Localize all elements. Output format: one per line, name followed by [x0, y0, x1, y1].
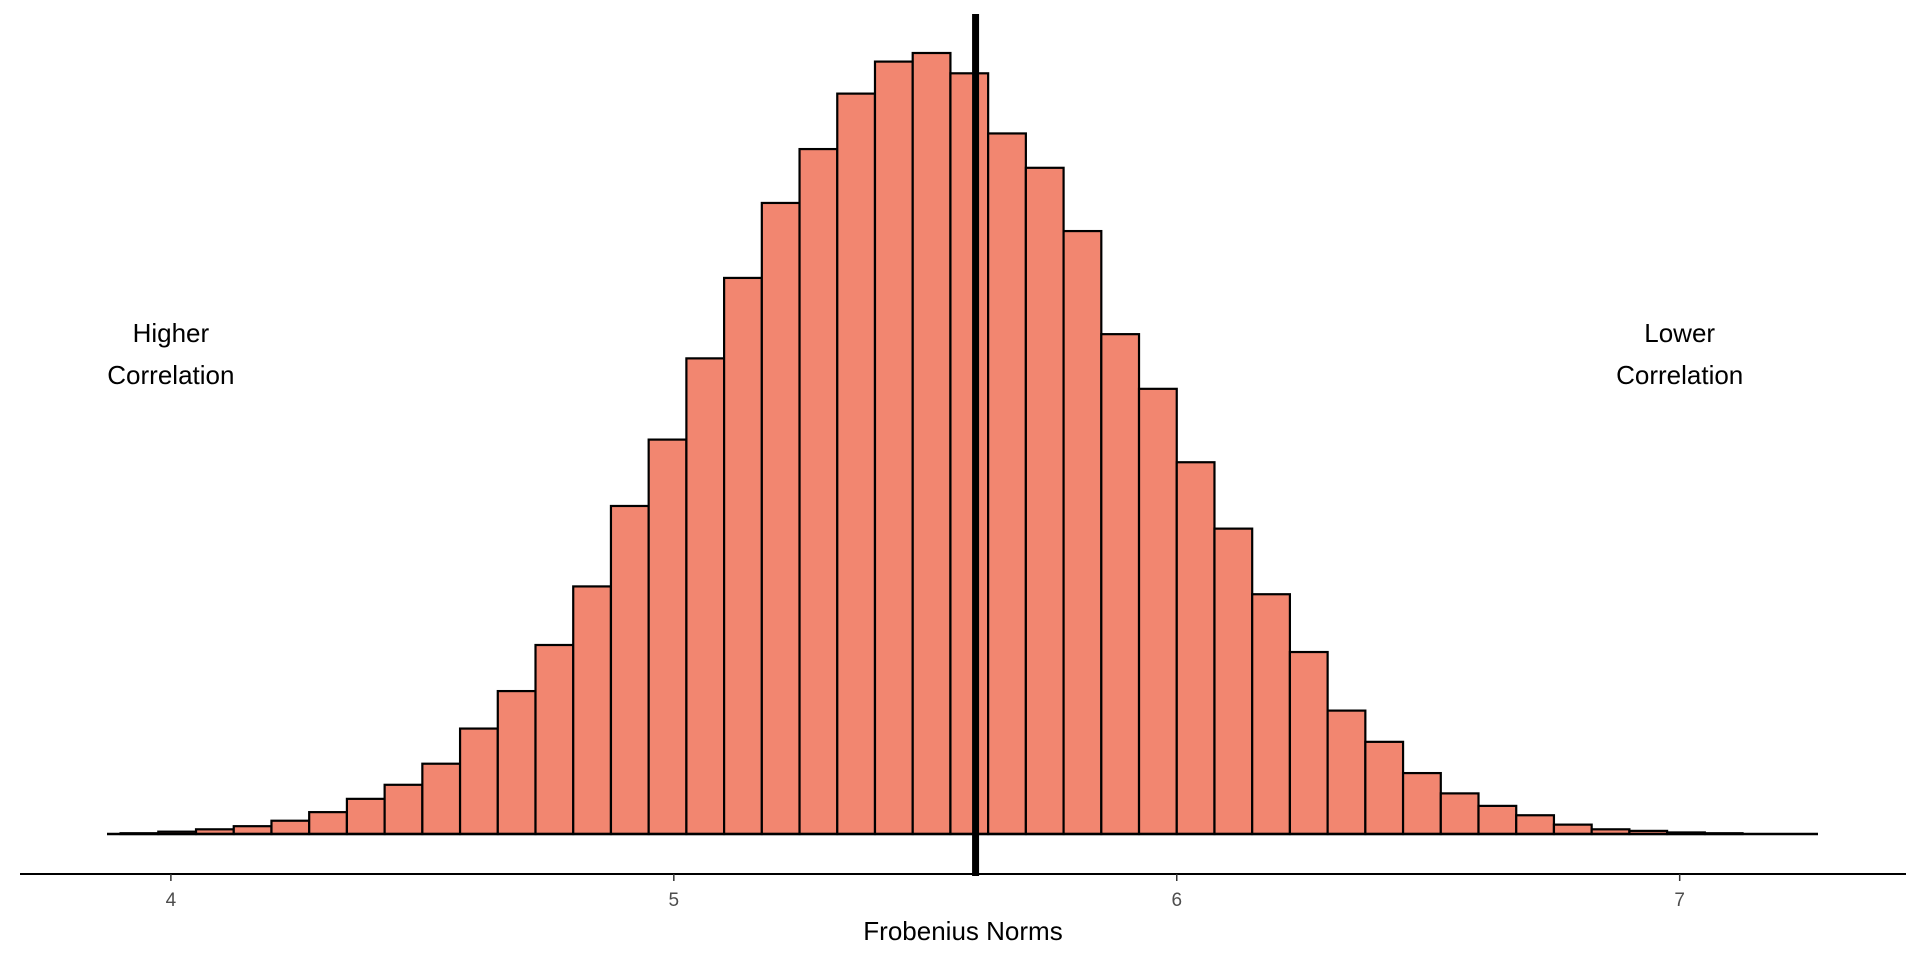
histogram-bar — [458, 727, 499, 836]
histogram-bar — [798, 147, 839, 836]
histogram-bar — [1024, 166, 1065, 836]
histogram-bar — [911, 51, 952, 836]
histogram-bar — [836, 92, 877, 836]
x-tick-label: 6 — [1171, 890, 1182, 911]
annotation-line: Correlation — [1616, 360, 1743, 390]
histogram-bar — [1477, 804, 1518, 836]
histogram-bar — [1515, 814, 1556, 836]
annotations-layer: Higher Correlation Lower Correlation — [107, 318, 1743, 390]
histogram-bar — [1364, 740, 1405, 836]
histogram-bar — [1401, 771, 1442, 836]
histogram-bar — [383, 783, 424, 836]
x-axis-title: Frobenius Norms — [863, 916, 1062, 946]
annotation-line: Lower — [1644, 318, 1715, 348]
histogram-bar — [1326, 709, 1367, 836]
histogram-bar — [1251, 593, 1292, 836]
histogram-bar — [873, 60, 914, 836]
histogram-bar — [949, 72, 990, 836]
annotation-text: Higher Correlation — [107, 318, 234, 390]
x-tick-label: 7 — [1674, 890, 1685, 911]
histogram-bar — [1288, 650, 1329, 836]
histogram-bar — [1213, 527, 1254, 836]
histogram-bar — [1100, 333, 1141, 836]
histogram-bar — [421, 762, 462, 836]
histogram-bar — [1439, 792, 1480, 836]
histogram-bar — [760, 201, 801, 836]
histogram-bar — [1552, 823, 1593, 836]
annotation-line: Higher — [133, 318, 210, 348]
bars-layer — [119, 51, 1744, 836]
x-tick-label: 4 — [166, 890, 177, 911]
histogram-bar — [1062, 229, 1103, 836]
histogram-bar — [647, 438, 688, 836]
histogram-bar — [723, 276, 763, 836]
annotation-text: Lower Correlation — [1616, 318, 1743, 390]
histogram-bar — [345, 797, 386, 836]
x-tick-label: 5 — [669, 890, 680, 911]
histogram-bar — [534, 643, 575, 836]
histogram-bar — [987, 132, 1027, 836]
x-axis-ticks: 4 5 6 7 — [166, 874, 1685, 911]
annotation-line: Correlation — [107, 360, 234, 390]
histogram-bar — [685, 357, 726, 836]
histogram-bar — [308, 811, 349, 836]
histogram-bar — [270, 819, 311, 836]
histogram-bar — [496, 689, 537, 836]
histogram-bar — [609, 504, 650, 836]
histogram-bar — [1137, 387, 1178, 836]
histogram-bar — [572, 585, 613, 836]
histogram-bar — [1175, 461, 1216, 836]
